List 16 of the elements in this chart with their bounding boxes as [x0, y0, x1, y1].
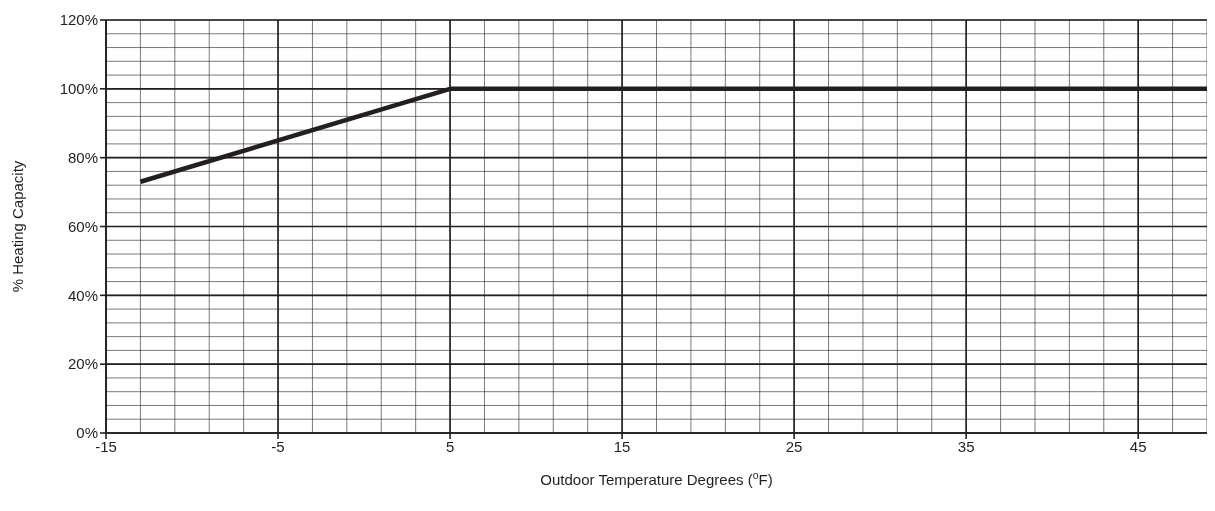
- y-axis-title: % Heating Capacity: [9, 160, 27, 293]
- y-tick-label: 0%: [76, 424, 98, 442]
- y-tick-label: 100%: [59, 80, 98, 98]
- x-tick-label: 5: [445, 437, 455, 455]
- x-axis-title: Outdoor Temperature Degrees ($^{o}$F): [540, 469, 773, 488]
- x-tick-label: -5: [271, 437, 285, 455]
- x-tick-label: -15: [95, 437, 117, 455]
- x-tick-label: 15: [613, 437, 631, 455]
- y-tick-label: 40%: [67, 286, 98, 304]
- y-tick-label: 20%: [67, 355, 98, 373]
- y-tick-label: 80%: [67, 148, 98, 166]
- y-tick-label: 120%: [59, 11, 98, 29]
- x-tick-label: 25: [785, 437, 803, 455]
- y-tick-label: 60%: [67, 217, 98, 235]
- x-tick-label: 35: [957, 437, 975, 455]
- x-tick-label: 45: [1129, 437, 1147, 455]
